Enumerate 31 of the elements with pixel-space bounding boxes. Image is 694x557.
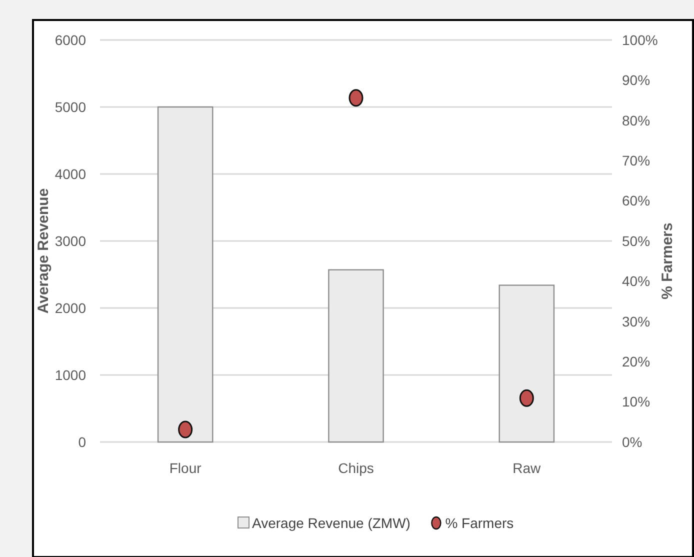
x-tick-label: Flour: [169, 460, 202, 476]
y-tick-label: 2000: [54, 300, 86, 316]
y-tick-label: 3000: [54, 232, 86, 249]
y-tick-label: 1000: [54, 366, 86, 383]
y2-axis-title: % Farmers: [659, 222, 676, 300]
legend-label: % Farmers: [445, 514, 514, 531]
y2-tick-label: 40%: [622, 273, 650, 290]
bar: [498, 284, 555, 443]
y2-tick-label: 70%: [622, 152, 650, 168]
y2-tick-label: 60%: [622, 192, 650, 209]
x-tick-label: Raw: [512, 460, 542, 476]
legend-label: Average Revenue (ZMW): [252, 514, 410, 531]
y-tick-label: 0: [78, 434, 86, 450]
point: [519, 389, 534, 407]
bar: [157, 106, 214, 443]
y2-tick-label: 80%: [622, 112, 650, 128]
y2-tick-label: 50%: [622, 232, 650, 249]
y2-tick-label: 100%: [622, 32, 658, 48]
y-tick-label: 5000: [54, 98, 86, 115]
y2-tick-label: 20%: [622, 354, 650, 370]
y2-tick-label: 0%: [622, 434, 642, 450]
y2-tick-label: 10%: [622, 394, 650, 410]
point: [348, 89, 364, 107]
point: [178, 420, 193, 438]
x-tick-label: Chips: [338, 460, 374, 476]
bar: [328, 269, 384, 443]
y2-tick-label: 30%: [622, 313, 650, 330]
y-axis-title: Average Revenue: [35, 188, 52, 314]
y-tick-label: 4000: [54, 166, 86, 182]
y2-tick-label: 90%: [622, 72, 650, 88]
y-tick-label: 6000: [54, 32, 86, 48]
